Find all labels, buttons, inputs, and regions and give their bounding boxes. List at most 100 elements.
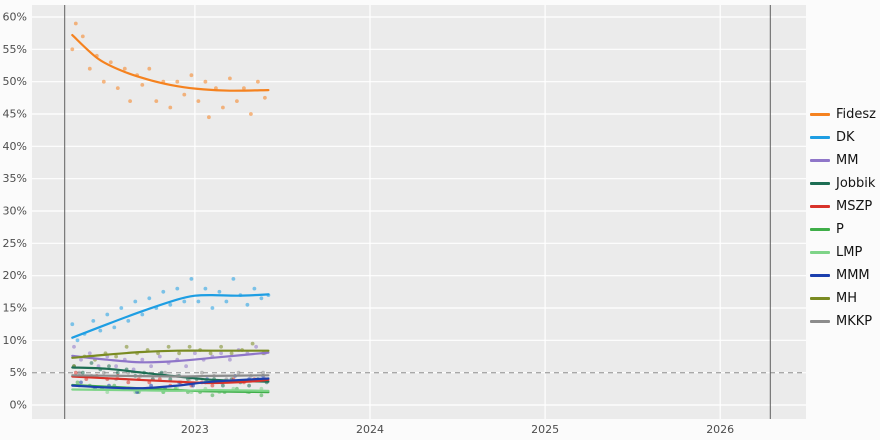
scatter-point-jobbik	[107, 364, 111, 369]
scatter-point-fidesz	[128, 99, 133, 103]
scatter-point-fidesz	[147, 66, 152, 71]
scatter-point-fidesz	[242, 86, 246, 90]
trend-line-mkkp	[71, 374, 270, 378]
y-tick-label: 30%	[3, 205, 27, 218]
scatter-point-fidesz	[101, 79, 106, 84]
legend-item-mkkp: MKKP	[810, 310, 876, 333]
legend-item-mh: MH	[810, 287, 876, 310]
scatter-point-fidesz	[256, 79, 260, 84]
scatter-point-mmm	[79, 380, 83, 385]
scatter-point-mkkp	[101, 370, 106, 375]
scatter-point-fidesz	[182, 92, 187, 97]
scatter-point-mh	[250, 341, 255, 346]
trend-line-mmm	[71, 377, 270, 390]
scatter-point-dk	[140, 312, 145, 317]
legend-swatch-lmp	[810, 251, 830, 254]
scatter-point-p	[259, 393, 264, 398]
scatter-point-mm	[79, 357, 83, 362]
legend-item-dk: DK	[810, 126, 876, 149]
legend-label: LMP	[836, 245, 863, 260]
scatter-point-fidesz	[168, 105, 173, 110]
legend-label: MM	[836, 153, 859, 168]
scatter-point-fidesz	[80, 34, 85, 39]
scatter-point-fidesz	[263, 95, 267, 100]
scatter-point-fidesz	[221, 105, 225, 110]
y-tick-label: 50%	[3, 75, 27, 88]
scatter-point-fidesz	[189, 73, 194, 78]
trend-line-jobbik	[71, 366, 270, 383]
scatter-point-jobbik	[221, 383, 225, 388]
legend-label: MKKP	[836, 314, 873, 329]
scatter-point-fidesz	[203, 79, 208, 84]
scatter-point-dk	[70, 322, 75, 327]
x-tick-label: 2025	[531, 423, 559, 436]
scatter-point-mm	[114, 364, 118, 369]
trend-line-mm	[71, 351, 270, 364]
scatter-point-mh	[219, 344, 224, 349]
scatter-point-dk	[231, 277, 236, 281]
scatter-point-mszp	[126, 380, 131, 385]
scatter-point-mm	[254, 344, 258, 349]
legend-swatch-dk	[810, 136, 830, 139]
scatter-point-mm	[228, 357, 232, 362]
scatter-point-mkkp	[163, 370, 168, 375]
x-tick-label: 2023	[181, 423, 209, 436]
scatter-point-mh	[208, 351, 213, 356]
scatter-point-dk	[168, 302, 173, 307]
legend-item-jobbik: Jobbik	[810, 172, 876, 195]
plot-panel	[32, 5, 806, 419]
scatter-point-mmm	[149, 383, 154, 388]
scatter-point-mh	[229, 351, 234, 356]
scatter-point-dk	[224, 299, 229, 304]
legend-label: DK	[836, 130, 855, 145]
scatter-point-mm	[184, 364, 189, 369]
scatter-point-fidesz	[140, 83, 145, 87]
scatter-point-mh	[124, 344, 129, 349]
scatter-point-dk	[203, 286, 208, 291]
y-tick-label: 40%	[3, 140, 27, 153]
scatter-point-dk	[126, 319, 131, 323]
legend-swatch-mmm	[810, 274, 830, 277]
scatter-point-jobbik	[115, 370, 120, 375]
legend-swatch-fidesz	[810, 113, 830, 116]
legend-swatch-mszp	[810, 205, 830, 208]
scatter-point-fidesz	[207, 115, 211, 120]
scatter-point-mh	[166, 344, 171, 349]
scatter-point-dk	[105, 312, 110, 317]
scatter-point-p	[210, 393, 215, 398]
legend-item-fidesz: Fidesz	[810, 103, 876, 126]
scatter-point-fidesz	[108, 60, 113, 65]
scatter-point-mkkp	[77, 370, 82, 375]
legend-swatch-mkkp	[810, 320, 830, 323]
y-tick-label: 10%	[3, 334, 27, 347]
scatter-point-mm	[140, 357, 145, 362]
scatter-point-jobbik	[247, 383, 252, 388]
scatter-point-mh	[187, 344, 192, 349]
legend-item-mm: MM	[810, 149, 876, 172]
scatter-point-mm	[193, 351, 197, 356]
scatter-point-fidesz	[235, 99, 239, 103]
scatter-point-dk	[175, 286, 180, 291]
legend-label: MMM	[836, 268, 870, 283]
scatter-point-mkkp	[236, 370, 241, 375]
legend-item-lmp: LMP	[810, 241, 876, 264]
scatter-point-fidesz	[115, 86, 120, 90]
scatter-point-mh	[114, 354, 118, 359]
scatter-point-mkkp	[261, 370, 265, 375]
scatter-point-fidesz	[87, 66, 92, 71]
scatter-point-jobbik	[89, 361, 94, 365]
scatter-point-mm	[219, 351, 224, 356]
y-tick-label: 20%	[3, 269, 27, 282]
y-tick-label: 0%	[10, 399, 27, 412]
legend-item-mszp: MSZP	[810, 195, 876, 218]
y-tick-label: 35%	[3, 172, 27, 185]
scatter-point-p	[75, 380, 80, 385]
scatter-point-fidesz	[228, 76, 232, 81]
y-tick-label: 25%	[3, 237, 27, 250]
scatter-point-fidesz	[70, 47, 75, 52]
scatter-point-mm	[72, 344, 76, 349]
scatter-point-jobbik	[168, 377, 173, 381]
scatter-point-fidesz	[73, 21, 78, 26]
x-tick-label: 2024	[356, 423, 384, 436]
